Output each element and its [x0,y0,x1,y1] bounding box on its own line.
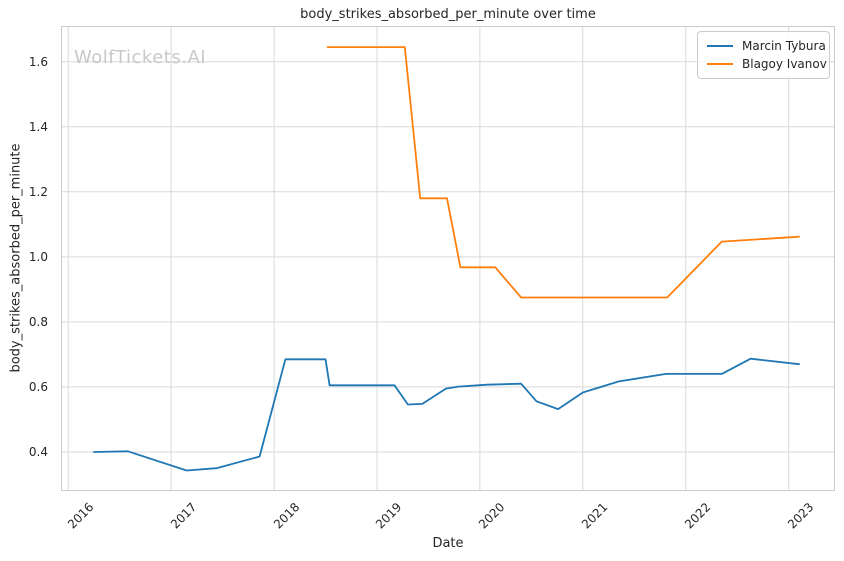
chart-title: body_strikes_absorbed_per_minute over ti… [300,7,596,22]
x-axis-label: Date [432,536,464,551]
x-tick-label-2022: 2022 [682,500,714,532]
y-tick-label-0.8: 0.8 [28,314,48,329]
plot-canvas [61,26,835,491]
y-tick-label-1.2: 1.2 [28,184,48,199]
series-line-blagoy-ivanov [326,46,800,299]
legend-label: Marcin Tybura [742,39,826,53]
legend-label: Blagoy Ivanov [742,57,827,71]
y-tick-label-1.6: 1.6 [28,54,48,69]
axes-spines [61,26,835,491]
x-tick-label-2021: 2021 [579,500,611,532]
series-line-marcin-tybura [93,357,800,472]
y-tick-label-1: 1.0 [28,249,48,264]
x-tick-label-2023: 2023 [785,500,817,532]
legend-item-blagoy-ivanov: Blagoy Ivanov [707,55,827,73]
x-tick-label-2017: 2017 [167,500,200,532]
x-tick-label-2020: 2020 [476,500,508,532]
watermark: WolfTickets.AI [74,47,207,68]
x-tick-label-2019: 2019 [373,500,405,532]
x-tick-label-2018: 2018 [270,500,302,532]
y-tick-label-0.4: 0.4 [28,444,48,459]
plot-area [61,26,835,491]
legend-line-sample-orange [707,63,733,65]
y-tick-label-0.6: 0.6 [28,379,48,394]
y-tick-label-1.4: 1.4 [28,119,48,134]
x-tick-label-2016: 2016 [64,500,97,532]
legend: Marcin Tybura Blagoy Ivanov [697,31,830,79]
legend-item-marcin-tybura: Marcin Tybura [707,37,826,55]
legend-line-sample-blue [707,45,733,47]
